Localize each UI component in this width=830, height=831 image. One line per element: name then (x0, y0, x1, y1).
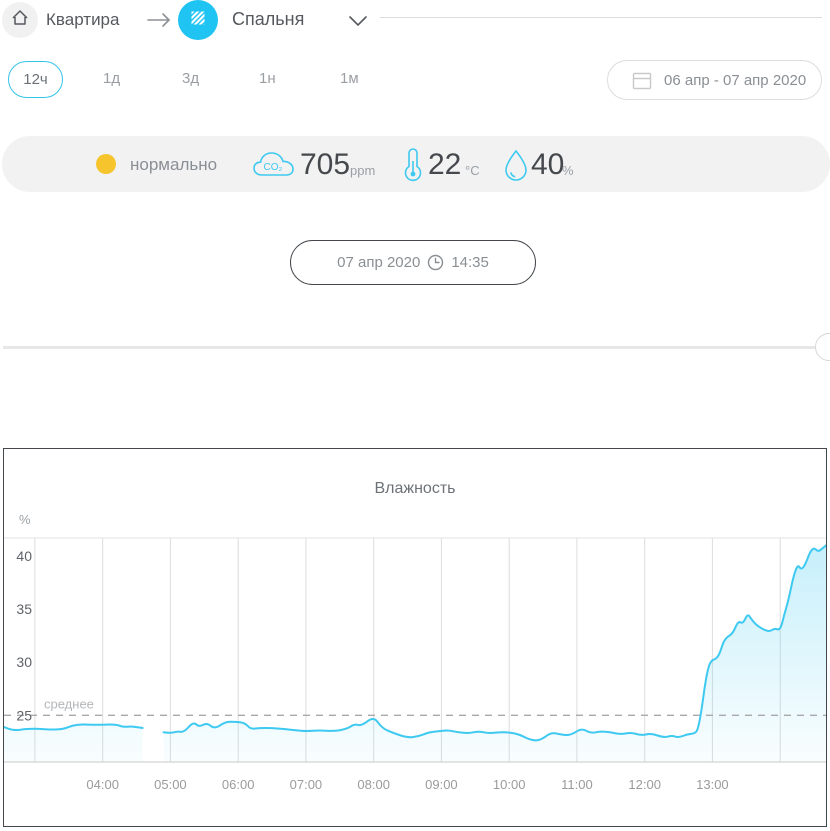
co2-unit: ppm (350, 163, 376, 178)
svg-text:35: 35 (16, 601, 32, 617)
svg-text:10:00: 10:00 (493, 777, 526, 792)
co2-value: 705 (300, 148, 351, 181)
header-divider (380, 17, 822, 18)
breadcrumb-home-label[interactable]: Квартира (46, 10, 120, 29)
svg-text:07:00: 07:00 (290, 777, 323, 792)
status-dot (96, 154, 116, 174)
room-selector-button[interactable] (178, 0, 218, 40)
droplet-icon (502, 149, 530, 188)
humidity-value: 40 (531, 148, 565, 181)
timestamp-time: 14:35 (451, 254, 489, 271)
humidity-chart-panel: Влажность % среднее 25 30 35 40 04:00 05:00 06:… (3, 448, 827, 827)
svg-text:09:00: 09:00 (425, 777, 458, 792)
tab-1w[interactable]: 1н (259, 70, 276, 87)
chart-series (4, 545, 826, 762)
tab-1m[interactable]: 1м (340, 70, 359, 87)
co2-cloud-icon: CO₂ (252, 150, 296, 185)
timeline-slider-handle[interactable] (815, 333, 830, 361)
tab-3d[interactable]: 3д (182, 70, 200, 87)
home-button[interactable] (2, 2, 38, 38)
svg-text:08:00: 08:00 (357, 777, 390, 792)
svg-text:11:00: 11:00 (561, 777, 593, 792)
temperature-value: 22 (428, 148, 462, 181)
svg-text:13:00: 13:00 (696, 777, 729, 792)
chevron-down-icon[interactable] (348, 14, 368, 32)
temperature-unit: °C (465, 163, 480, 178)
chart-title: Влажность (374, 480, 456, 497)
timestamp-pill[interactable]: 07 апр 2020 14:35 (290, 240, 536, 285)
room-blanket-icon (189, 9, 207, 32)
timestamp-date: 07 апр 2020 (337, 254, 421, 271)
calendar-icon (632, 71, 652, 90)
average-label: среднее (44, 696, 94, 711)
svg-text:12:00: 12:00 (628, 777, 661, 792)
svg-text:06:00: 06:00 (222, 777, 255, 792)
room-name-label: Спальня (232, 9, 305, 29)
humidity-chart: среднее 25 30 35 40 04:00 05:00 06:00 07:00 08:00… (4, 537, 826, 792)
chart-axis-labels: 25 30 35 40 04:00 05:00 06:00 07:00 08:00 09:00 10… (16, 548, 728, 792)
tab-12h[interactable]: 12ч (8, 61, 63, 98)
home-icon (10, 8, 30, 33)
svg-text:25: 25 (16, 707, 32, 723)
date-range-label: 06 апр - 07 апр 2020 (664, 71, 807, 89)
svg-text:04:00: 04:00 (86, 777, 119, 792)
svg-text:40: 40 (16, 548, 32, 564)
clock-icon (427, 254, 444, 271)
svg-text:CO₂: CO₂ (264, 162, 283, 173)
humidity-unit: % (562, 163, 574, 178)
svg-text:05:00: 05:00 (154, 777, 187, 792)
status-bar (2, 136, 830, 192)
thermometer-icon (400, 147, 426, 188)
date-range-picker[interactable]: 06 апр - 07 апр 2020 (607, 60, 822, 100)
timeline-slider-track (3, 346, 827, 349)
tab-1d[interactable]: 1д (103, 70, 121, 87)
chart-y-axis-unit: % (19, 512, 31, 527)
svg-text:30: 30 (16, 654, 32, 670)
arrow-right-icon (146, 10, 172, 35)
status-label: нормально (130, 155, 218, 174)
